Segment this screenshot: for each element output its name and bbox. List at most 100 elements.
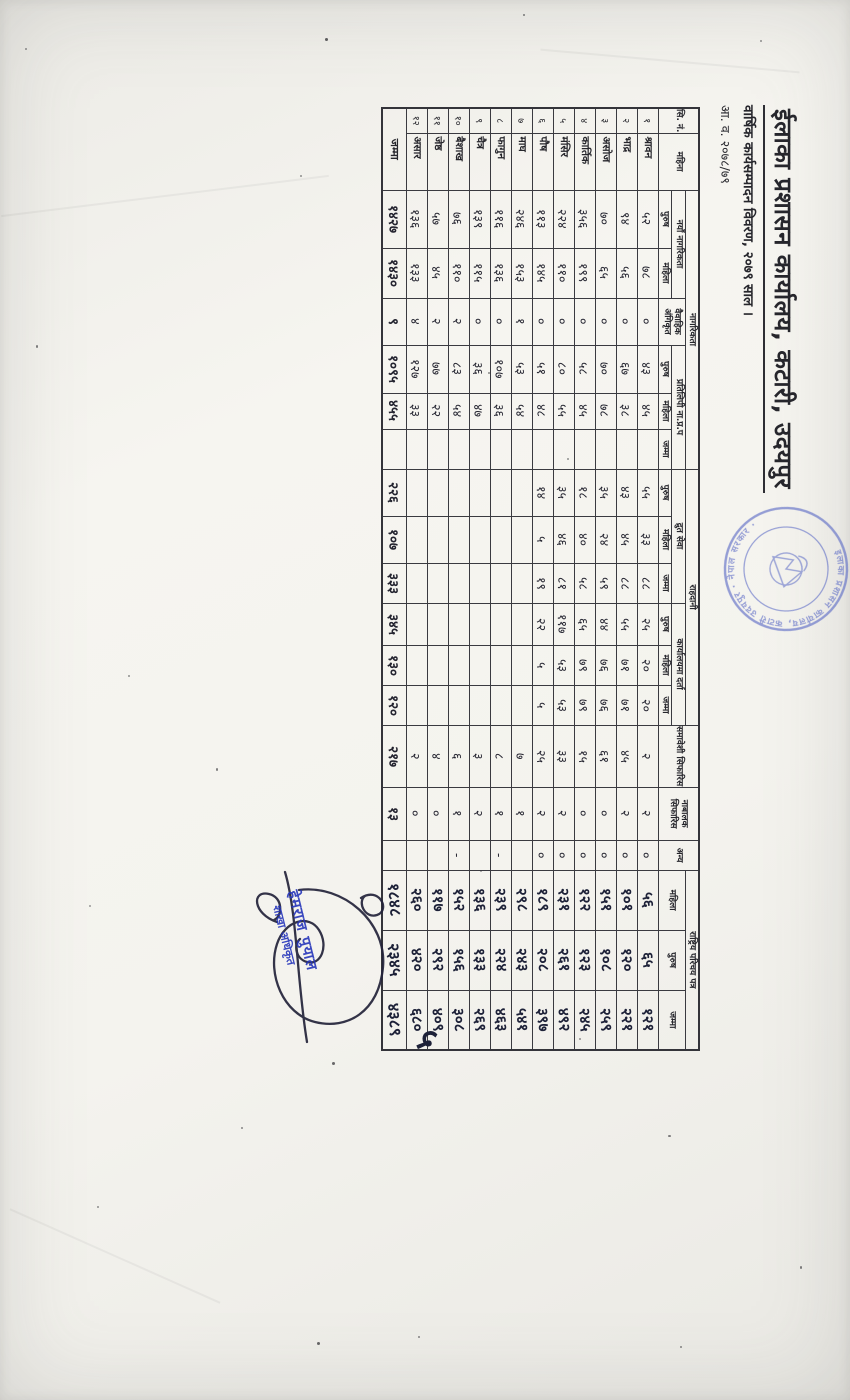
- table-cell: ५३: [511, 345, 533, 393]
- table-cell: -: [448, 840, 470, 871]
- table-cell: ७६: [595, 685, 617, 726]
- table-cell: ५७: [427, 190, 449, 248]
- table-cell: [406, 469, 428, 517]
- column-header: महिना: [658, 133, 699, 190]
- fiscal-year-line: आ. व. २०७८/७९: [718, 105, 733, 184]
- table-cell: ४५: [616, 725, 638, 788]
- table-cell: ३३: [406, 393, 428, 429]
- table-cell: ०: [427, 787, 449, 841]
- table-cell: ७१: [616, 645, 638, 686]
- column-header: नयाँ नागरिकता: [671, 190, 686, 298]
- table-cell: ०: [532, 298, 554, 345]
- table-cell: २: [637, 787, 659, 841]
- svg-text:इलाका प्रशासन कार्यालय, कटारी: इलाका प्रशासन कार्यालय, कटारी उदयपुर · न…: [710, 495, 850, 647]
- table-cell: १०७: [490, 345, 512, 393]
- serial-number-cell: १: [637, 108, 659, 133]
- table-cell: [427, 645, 449, 686]
- table-cell: ५६: [637, 870, 659, 931]
- serial-number-cell: ६: [532, 108, 554, 133]
- table-cell: ४०: [574, 516, 596, 564]
- table-cell: [382, 429, 407, 470]
- table-cell: ३३: [553, 725, 575, 788]
- table-cell: ६७: [616, 345, 638, 393]
- table-cell: ४५५: [382, 393, 407, 429]
- table-cell: [427, 603, 449, 646]
- table-cell: ५४१: [511, 990, 533, 1051]
- table-cell: १०९५: [382, 345, 407, 393]
- table-cell: [406, 685, 428, 726]
- table-cell: -: [490, 840, 512, 871]
- table-cell: १३०: [382, 645, 407, 686]
- table-cell: ८८: [637, 563, 659, 604]
- table-cell: ५४: [448, 393, 470, 429]
- table-cell: ७१: [616, 685, 638, 726]
- table-cell: १३६: [406, 190, 428, 248]
- table-cell: ६५: [574, 603, 596, 646]
- table-cell: १४: [532, 469, 554, 517]
- column-header: पुरुष: [658, 930, 686, 991]
- signature-block: हेमराज पुयाल शाखा अधिकृत: [230, 845, 405, 1065]
- serial-number-cell: ११: [427, 108, 449, 133]
- table-cell: २२६: [382, 469, 407, 517]
- table-cell: ४६३: [490, 990, 512, 1051]
- serial-number-cell: १०: [448, 108, 470, 133]
- table-cell: [469, 645, 491, 686]
- table-cell: [406, 645, 428, 686]
- table-cell: ३: [469, 725, 491, 788]
- office-round-stamp-icon: इलाका प्रशासन कार्यालय, कटारी उदयपुर · न…: [701, 484, 850, 653]
- table-cell: २: [616, 787, 638, 841]
- table-cell: [406, 516, 428, 564]
- table-row: ५ मंसिर २२४ ११० ० ८० ५५ ३५ ४६ ८१ ११७ ५३ ५३ ३३ २ ० २३१ २६१…: [553, 108, 575, 1051]
- column-header: राहदानी: [685, 469, 699, 726]
- table-cell: २२: [427, 393, 449, 429]
- month-cell: असोज: [595, 133, 617, 190]
- table-cell: २२४: [490, 930, 512, 991]
- table-cell: ४५: [616, 516, 638, 564]
- column-header: पुरुष: [658, 469, 672, 517]
- table-cell: ४: [427, 725, 449, 788]
- table-cell: [448, 685, 470, 726]
- stamp-ring-text: इलाका प्रशासन कार्यालय, कटारी उदयपुर · न…: [710, 495, 850, 647]
- table-cell: [469, 469, 491, 517]
- column-header: नागरिकता: [685, 190, 699, 470]
- table-cell: १२१: [637, 990, 659, 1051]
- table-cell: २४३: [511, 930, 533, 991]
- column-header: महिला: [658, 516, 672, 564]
- table-cell: ४७: [469, 393, 491, 429]
- table-cell: [511, 516, 533, 564]
- table-cell: ११०: [448, 248, 470, 298]
- serial-number-cell: ३: [595, 108, 617, 133]
- table-cell: ०: [616, 840, 638, 871]
- month-cell: जेष्ठ: [427, 133, 449, 190]
- table-cell: [406, 603, 428, 646]
- table-cell: [469, 685, 491, 726]
- table-cell: [490, 563, 512, 604]
- table-cell: [406, 840, 428, 871]
- table-cell: ११३: [532, 190, 554, 248]
- table-cell: १५: [574, 725, 596, 788]
- table-cell: ०: [469, 298, 491, 345]
- table-cell: [574, 429, 596, 470]
- table-cell: १९९: [574, 248, 596, 298]
- column-header: जम्मा: [658, 563, 672, 604]
- table-cell: [490, 645, 512, 686]
- table-cell: ०: [406, 787, 428, 841]
- table-cell: ११७: [553, 603, 575, 646]
- table-cell: [616, 429, 638, 470]
- table-cell: २: [469, 787, 491, 841]
- table-cell: [490, 516, 512, 564]
- table-cell: ४९२: [553, 990, 575, 1051]
- table-cell: ११७: [427, 870, 449, 931]
- column-header: जम्मा: [658, 990, 686, 1051]
- table-cell: २४५: [574, 990, 596, 1051]
- table-cell: ३५: [553, 469, 575, 517]
- table-cell: १४३०: [382, 248, 407, 298]
- table-row: १२ असार १३६ १३३ ४ १२७ ३३ २ ० २६० ४२० ६८०: [406, 108, 428, 1051]
- table-cell: ०: [595, 840, 617, 871]
- column-header: जम्मा: [658, 685, 672, 726]
- table-cell: ३६: [469, 345, 491, 393]
- table-cell: [490, 469, 512, 517]
- column-header: नाबालक सिफारिस: [658, 787, 699, 841]
- table-cell: ०: [553, 298, 575, 345]
